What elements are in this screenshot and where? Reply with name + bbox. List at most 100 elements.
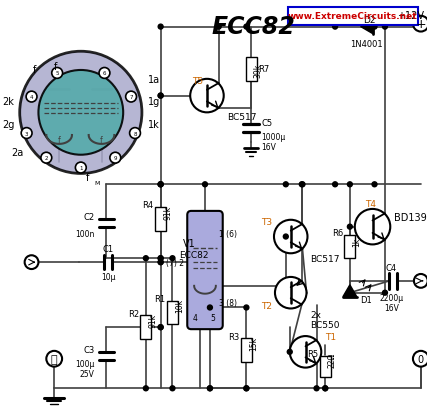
Circle shape <box>207 386 212 391</box>
Text: 2a: 2a <box>11 147 24 157</box>
Circle shape <box>382 25 388 30</box>
Text: T5: T5 <box>192 77 204 85</box>
Circle shape <box>244 305 249 310</box>
Circle shape <box>347 225 352 229</box>
Text: BC517: BC517 <box>227 113 256 122</box>
Circle shape <box>110 153 121 164</box>
Circle shape <box>244 25 249 30</box>
Circle shape <box>413 351 429 367</box>
Circle shape <box>158 325 163 330</box>
Circle shape <box>414 274 428 288</box>
Text: C3: C3 <box>84 345 95 354</box>
Text: ⏚: ⏚ <box>51 354 58 364</box>
Circle shape <box>52 68 63 79</box>
Circle shape <box>382 290 388 295</box>
Text: 2: 2 <box>45 156 48 161</box>
Circle shape <box>158 256 163 261</box>
Circle shape <box>413 17 429 32</box>
Text: 2x: 2x <box>310 311 321 320</box>
Text: C4: C4 <box>386 263 397 272</box>
Text: R5: R5 <box>307 349 318 358</box>
Text: +12V: +12V <box>397 11 424 21</box>
Circle shape <box>158 260 163 265</box>
Circle shape <box>41 153 52 164</box>
Circle shape <box>158 182 163 187</box>
Text: 25V: 25V <box>80 369 95 378</box>
Text: 100µ: 100µ <box>75 359 95 368</box>
Text: 2g: 2g <box>2 120 14 130</box>
Text: 91k: 91k <box>148 313 157 327</box>
Text: 0: 0 <box>418 354 424 364</box>
Bar <box>155 207 166 231</box>
Text: V1: V1 <box>183 239 196 249</box>
Text: +: + <box>416 18 426 31</box>
Text: 6: 6 <box>103 71 106 76</box>
Circle shape <box>314 386 319 391</box>
Text: 1 (6): 1 (6) <box>219 229 237 238</box>
Circle shape <box>300 182 305 187</box>
Text: R2: R2 <box>128 309 139 318</box>
FancyBboxPatch shape <box>187 211 223 329</box>
Text: 1: 1 <box>79 166 83 171</box>
Text: T3: T3 <box>261 217 272 226</box>
Text: 1k: 1k <box>352 238 361 247</box>
Bar <box>241 338 252 362</box>
Text: 8: 8 <box>133 131 137 136</box>
Circle shape <box>26 92 37 103</box>
Bar <box>344 235 355 258</box>
Text: 1k: 1k <box>148 120 160 130</box>
Text: 1000µ: 1000µ <box>261 133 285 142</box>
Text: 1g: 1g <box>148 96 160 106</box>
Circle shape <box>158 94 163 99</box>
Circle shape <box>372 182 377 187</box>
Text: 15k: 15k <box>249 336 258 350</box>
Circle shape <box>347 290 352 295</box>
Circle shape <box>21 128 32 139</box>
Circle shape <box>283 182 288 187</box>
Circle shape <box>207 305 212 310</box>
Text: 10k: 10k <box>175 299 184 312</box>
Text: 3: 3 <box>25 131 28 136</box>
Circle shape <box>283 234 288 239</box>
Circle shape <box>244 386 249 391</box>
Circle shape <box>170 256 175 261</box>
Text: 1a: 1a <box>148 75 160 85</box>
Text: (7) 2: (7) 2 <box>165 258 184 267</box>
Text: R4: R4 <box>142 201 154 210</box>
Circle shape <box>299 182 304 187</box>
Text: C1: C1 <box>103 245 114 254</box>
Text: 5: 5 <box>55 71 59 76</box>
Circle shape <box>158 94 163 99</box>
Circle shape <box>355 209 390 245</box>
Text: T2: T2 <box>261 301 272 310</box>
Circle shape <box>287 350 292 355</box>
Bar <box>246 58 257 82</box>
Text: T4: T4 <box>365 200 376 209</box>
Text: C2: C2 <box>84 212 95 221</box>
Text: BC550: BC550 <box>310 321 340 330</box>
Circle shape <box>20 52 142 174</box>
Text: f: f <box>86 173 89 183</box>
Circle shape <box>158 260 163 265</box>
Circle shape <box>158 325 163 330</box>
Circle shape <box>75 163 86 173</box>
Circle shape <box>323 386 328 391</box>
Circle shape <box>158 256 163 261</box>
Circle shape <box>274 220 307 254</box>
Text: R1: R1 <box>155 294 165 303</box>
Text: 2200µ: 2200µ <box>379 293 403 302</box>
Circle shape <box>275 277 307 309</box>
Text: M: M <box>95 181 100 186</box>
FancyBboxPatch shape <box>288 8 418 26</box>
Circle shape <box>158 182 163 187</box>
Text: D1: D1 <box>360 295 372 304</box>
Circle shape <box>244 386 249 391</box>
Circle shape <box>126 92 136 103</box>
Text: f: f <box>33 65 36 75</box>
Circle shape <box>203 182 207 187</box>
Text: R7: R7 <box>258 65 269 74</box>
Circle shape <box>129 128 140 139</box>
Text: D2: D2 <box>363 16 375 25</box>
Text: 100n: 100n <box>75 229 95 238</box>
Circle shape <box>25 256 39 270</box>
